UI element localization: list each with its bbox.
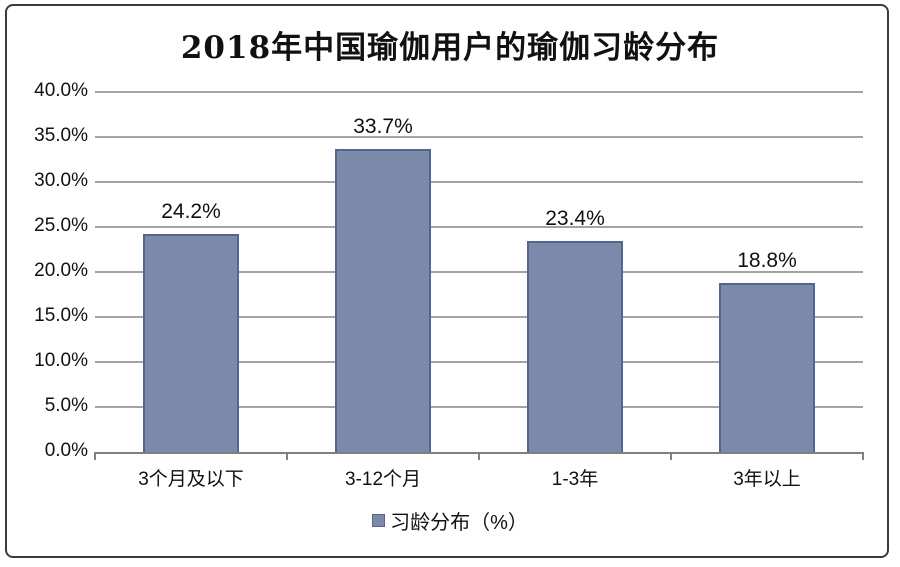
y-tick-label: 30.0% [34,170,88,191]
x-category-label: 3-12个月 [344,469,422,490]
x-tick [862,452,864,460]
y-tick-label: 15.0% [34,305,88,326]
y-tick-label: 25.0% [34,215,88,236]
x-category-label: 1-3年 [551,469,599,490]
legend-label: 习龄分布（%） [390,512,528,534]
y-tick-label: 5.0% [44,395,88,416]
y-tick-label: 40.0% [34,80,88,101]
x-tick [478,452,480,460]
bar-value-label: 24.2% [161,200,221,224]
bar [527,241,623,452]
bar-value-label: 23.4% [545,207,605,231]
x-tick [94,452,96,460]
gridline [95,181,863,183]
y-tick-label: 35.0% [34,125,88,146]
gridline [95,271,863,273]
gridline [95,136,863,138]
x-tick [286,452,288,460]
x-category-label: 3个月及以下 [138,469,244,490]
bar [143,234,239,452]
y-tick-label: 0.0% [44,440,88,461]
bar-value-label: 18.8% [737,248,797,272]
y-tick-label: 20.0% [34,260,88,281]
legend-marker [372,514,386,527]
y-tick-label: 10.0% [34,350,88,371]
x-tick [670,452,672,460]
gridline [95,316,863,318]
x-category-label: 3年以上 [733,469,801,490]
gridline [95,91,863,93]
bar-value-label: 33.7% [353,114,413,138]
bar [335,148,431,452]
gridline [95,361,863,363]
plot-area: 24.2% 33.7% 23.4% 18.8% [95,91,863,454]
legend: 习龄分布（%） [0,506,900,535]
gridline [95,226,863,228]
y-axis-labels: 0.0% 5.0% 10.0% 15.0% 20.0% 25.0% 30.0% 35.0% 40… [8,80,88,461]
chart-title: 2018年中国瑜伽用户的瑜伽习龄分布 [180,30,720,66]
bar [719,282,815,452]
gridline [95,406,863,408]
